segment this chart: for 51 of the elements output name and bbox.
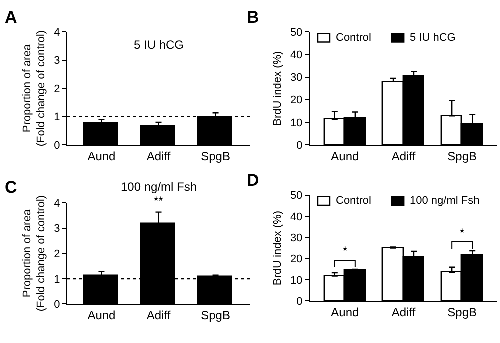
legend-label: Control: [336, 32, 372, 44]
y-tick-label: 2: [54, 83, 60, 96]
y-axis-title: Proportion of area (Fold change of control): [21, 30, 48, 147]
annotation: **: [154, 194, 164, 208]
legend-label: Control: [336, 195, 372, 207]
y-tick-label: 20: [290, 254, 303, 266]
chart-title: 100 ng/ml Fsh: [121, 180, 198, 194]
text: D: [247, 171, 260, 190]
y-tick-label: 4: [54, 26, 60, 39]
x-tick-label: Adiff: [146, 308, 172, 323]
x-tick-label: Adiff: [146, 150, 172, 164]
x-tick-label: Aund: [331, 150, 360, 164]
y-tick-label: 0: [54, 299, 60, 312]
x-tick-label: Aund: [331, 306, 360, 320]
text: 5 IU hCG: [134, 38, 184, 52]
y-tick-label: 10: [290, 117, 303, 130]
y-tick-label: 50: [290, 26, 303, 39]
x-tick-label: SpgB: [448, 306, 478, 320]
annotation: *: [460, 226, 465, 240]
y-tick-label: 1: [54, 112, 60, 124]
x-tick-label: Aund: [88, 150, 116, 164]
y-axis-title: Proportion of area (Fold change of control): [21, 195, 48, 312]
y-tick-label: 3: [54, 55, 60, 68]
x-tick-label: Aund: [88, 308, 116, 323]
x-tick-label: Adiff: [392, 150, 416, 164]
y-tick-label: 30: [290, 232, 303, 245]
legend-label: 100 ng/ml Fsh: [410, 195, 480, 207]
x-tick-label: SpgB: [201, 308, 230, 323]
text: A: [5, 8, 18, 27]
y-tick-label: 3: [54, 223, 60, 236]
y-tick-label: 0: [54, 140, 60, 152]
y-axis-title: BrdU index (%): [272, 51, 284, 126]
y-tick-label: 0: [296, 296, 303, 308]
x-tick-label: SpgB: [201, 150, 230, 164]
y-tick-label: 4: [54, 198, 60, 210]
y-tick-label: 1: [54, 274, 60, 286]
y-axis-title: BrdU index (%): [272, 210, 284, 286]
y-tick-label: 40: [290, 211, 303, 224]
y-tick-label: 0: [296, 140, 303, 152]
annotation: *: [343, 244, 348, 258]
legend-label: 5 IU hCG: [410, 32, 456, 44]
text: C: [5, 178, 18, 197]
y-tick-label: 20: [290, 94, 303, 107]
x-tick-label: Adiff: [392, 306, 416, 320]
y-tick-label: 30: [290, 72, 303, 84]
y-tick-label: 2: [54, 248, 60, 260]
text: B: [247, 8, 260, 27]
y-tick-label: 10: [290, 274, 303, 287]
x-tick-label: SpgB: [448, 150, 478, 164]
y-tick-label: 50: [290, 190, 303, 202]
y-tick-label: 40: [290, 50, 303, 62]
